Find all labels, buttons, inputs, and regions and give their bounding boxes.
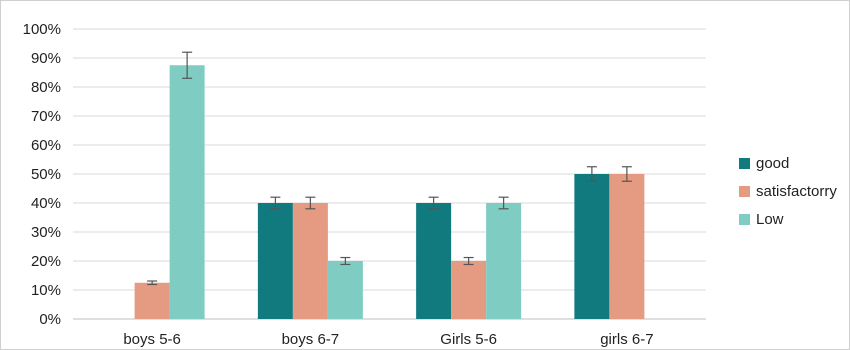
bar-good-2 [257,203,293,319]
bar-low-2 [327,261,363,319]
legend-swatch [739,158,750,169]
x-tick-label: Girls 5-6 [440,331,497,348]
y-tick-label: 90% [31,50,61,67]
bar-satisfactorry-1 [134,282,170,319]
legend-swatch [739,214,750,225]
y-tick-label: 0% [39,311,61,328]
y-tick-label: 30% [31,224,61,241]
y-tick-label: 20% [31,253,61,270]
legend-label: good [756,155,789,172]
y-tick-label: 50% [31,166,61,183]
bar-good-4 [574,174,610,319]
legend: good satisfactorry Low [739,155,837,228]
bar-satisfactorry-2 [292,203,328,319]
tick-labels: 0% 10% 20% 30% 40% 50% 60% 70% 80% 90% 100% boys 5-… [23,21,654,348]
x-tick-label: boys 6-7 [282,331,340,348]
y-tick-label: 70% [31,108,61,125]
legend-label: satisfactorry [756,183,837,200]
bar-satisfactorry-4 [609,174,645,319]
bar-good-3 [416,203,452,319]
legend-swatch [739,186,750,197]
legend-label: Low [756,211,784,228]
bar-low-3 [486,203,522,319]
bar-satisfactorry-3 [451,261,487,319]
bar-low-1 [169,65,205,319]
x-tick-label: boys 5-6 [123,331,181,348]
y-tick-label: 80% [31,79,61,96]
bars [134,65,645,319]
error-bars [147,51,632,286]
y-tick-label: 100% [23,21,61,38]
x-tick-label: girls 6-7 [600,331,653,348]
y-tick-label: 60% [31,137,61,154]
y-tick-label: 10% [31,282,61,299]
y-tick-label: 40% [31,195,61,212]
